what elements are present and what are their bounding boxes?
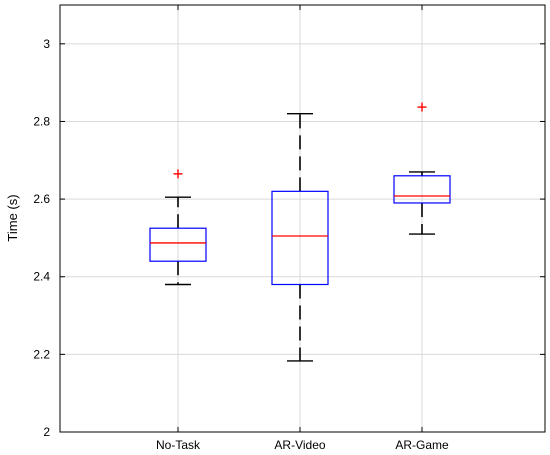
box-group — [393, 102, 451, 235]
box-layer — [149, 102, 451, 362]
y-tick-label: 2.8 — [33, 114, 50, 128]
x-tick-label: AR-Game — [395, 438, 449, 452]
outlier-marker — [173, 169, 183, 179]
x-tick-label: AR-Video — [274, 438, 325, 452]
box-group — [149, 169, 207, 286]
y-tick-label: 2.4 — [33, 270, 50, 284]
plot-frame — [59, 4, 546, 433]
y-tick-label: 2.2 — [33, 347, 50, 361]
iqr-box — [271, 190, 329, 286]
y-tick-label: 2.6 — [33, 192, 50, 206]
box-group — [271, 112, 329, 362]
iqr-box — [149, 227, 207, 262]
y-tick-label: 2 — [43, 425, 50, 439]
outlier-marker — [417, 102, 427, 112]
y-tick-label: 3 — [43, 37, 50, 51]
axis-layer: 2 2.2 2.4 2.6 2.8 3 No-Task AR-Video AR-Game — [33, 5, 545, 452]
y-axis-label: Time (s) — [5, 194, 20, 241]
iqr-box — [393, 175, 451, 204]
x-tick-label: No-Task — [156, 438, 201, 452]
